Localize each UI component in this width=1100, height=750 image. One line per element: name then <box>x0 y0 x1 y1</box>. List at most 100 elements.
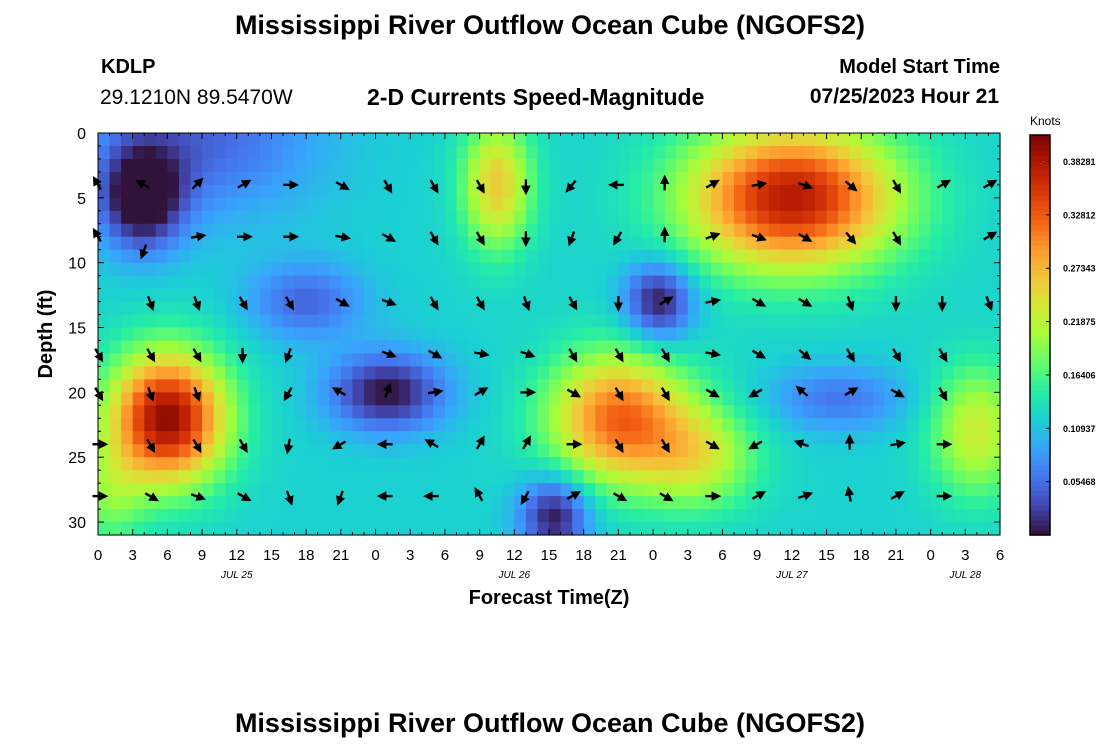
heatmap-cell <box>456 431 469 445</box>
heatmap-cell <box>121 236 134 251</box>
heatmap-cell <box>167 457 180 471</box>
heatmap-cell <box>653 418 666 432</box>
heatmap-cell <box>537 418 550 432</box>
current-arrow <box>983 231 998 241</box>
heatmap-cell <box>976 288 990 303</box>
heatmap-cell <box>352 418 365 432</box>
heatmap-cell <box>444 483 458 497</box>
heatmap-cell <box>803 366 816 380</box>
colorbar-swatch <box>1030 210 1050 216</box>
heatmap-cell <box>202 392 215 406</box>
heatmap-cell <box>410 288 423 303</box>
heatmap-cell <box>791 496 805 510</box>
heatmap-cell <box>629 133 643 147</box>
colorbar-swatch <box>1030 230 1050 236</box>
heatmap-cell <box>525 405 539 419</box>
heatmap-cell <box>734 522 747 536</box>
heatmap-cell <box>340 288 354 303</box>
heatmap-cell <box>549 223 562 238</box>
heatmap-cell <box>838 275 851 290</box>
current-arrow <box>844 180 858 192</box>
heatmap-cell <box>213 197 226 212</box>
heatmap-cell <box>710 353 724 368</box>
heatmap-cell <box>259 133 273 147</box>
heatmap-cell <box>791 197 805 212</box>
heatmap-cell <box>537 340 550 355</box>
x-tick-label: 9 <box>198 547 206 564</box>
x-tick-label: 12 <box>506 547 523 564</box>
heatmap-cell <box>491 145 504 160</box>
heatmap-cell <box>514 483 527 497</box>
heatmap-cell <box>919 275 932 290</box>
heatmap-cell <box>687 210 700 225</box>
heatmap-cell <box>861 210 874 225</box>
heatmap-cell <box>687 418 700 432</box>
heatmap-cell <box>190 262 203 277</box>
current-arrow <box>892 231 902 246</box>
heatmap-cell <box>803 314 816 329</box>
heatmap-cell <box>595 210 608 225</box>
heatmap-cell <box>826 210 839 225</box>
heatmap-cell <box>502 444 515 458</box>
heatmap-cell <box>213 171 226 186</box>
heatmap-cell <box>121 145 134 160</box>
heatmap-cell <box>468 197 481 212</box>
heatmap-cell <box>930 223 943 238</box>
heatmap-cell <box>433 223 446 238</box>
heatmap-cell <box>884 431 897 445</box>
heatmap-cell <box>283 171 296 186</box>
heatmap-cell <box>757 288 770 303</box>
heatmap-cell <box>398 145 411 160</box>
colorbar-tick-label: 0.32812 <box>1063 210 1096 220</box>
heatmap-cell <box>468 210 481 225</box>
heatmap-cell <box>780 353 793 368</box>
heatmap-cell <box>444 522 458 536</box>
heatmap-cell <box>294 223 307 238</box>
heatmap-cell <box>236 340 249 355</box>
heatmap-cell <box>121 158 134 173</box>
heatmap-cell <box>606 133 619 147</box>
heatmap-cell <box>814 275 828 290</box>
heatmap-cell <box>791 210 805 225</box>
heatmap-cell <box>942 379 955 393</box>
heatmap-cell <box>317 522 330 536</box>
colorbar-swatch <box>1030 385 1050 391</box>
heatmap-cell <box>248 133 261 147</box>
heatmap-cell <box>340 158 354 173</box>
heatmap-cell <box>398 470 411 484</box>
colorbar-swatch <box>1030 400 1050 406</box>
heatmap-cell <box>791 249 805 264</box>
heatmap-cell <box>780 184 793 199</box>
heatmap-cell <box>98 145 111 160</box>
heatmap-cell <box>456 444 469 458</box>
heatmap-cell <box>595 483 608 497</box>
heatmap-cell <box>421 184 434 199</box>
heatmap-cell <box>780 457 793 471</box>
colorbar-swatch <box>1030 325 1050 331</box>
heatmap-cell <box>710 340 724 355</box>
current-arrow <box>335 297 350 307</box>
heatmap-cell <box>375 522 388 536</box>
heatmap-cell <box>479 314 492 329</box>
heatmap-cell <box>398 392 411 406</box>
heatmap-cell <box>468 262 481 277</box>
date-label: JUL 27 <box>775 570 808 581</box>
heatmap-cell <box>606 158 619 173</box>
heatmap-cell <box>410 522 423 536</box>
heatmap-cell <box>826 496 839 510</box>
heatmap-cell <box>826 249 839 264</box>
heatmap-cell <box>791 314 805 329</box>
heatmap-cell <box>722 314 735 329</box>
heatmap-cell <box>745 301 758 316</box>
heatmap-cell <box>248 366 261 380</box>
heatmap-cell <box>225 366 238 380</box>
heatmap-cell <box>144 210 157 225</box>
heatmap-cell <box>271 197 284 212</box>
heatmap-cell <box>121 392 134 406</box>
heatmap-cell <box>421 301 434 316</box>
heatmap-cell <box>791 405 805 419</box>
heatmap-cell <box>629 340 643 355</box>
heatmap-cell <box>907 496 920 510</box>
heatmap-cell <box>271 158 284 173</box>
colorbar-swatch <box>1030 365 1050 371</box>
